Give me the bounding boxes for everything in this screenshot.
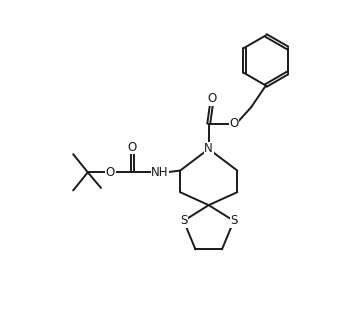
Text: O: O <box>229 117 239 130</box>
Text: N: N <box>204 143 213 155</box>
Text: NH: NH <box>151 166 169 179</box>
Text: S: S <box>180 214 187 227</box>
Text: O: O <box>207 92 217 105</box>
Text: O: O <box>127 141 137 154</box>
Text: O: O <box>106 166 115 179</box>
Text: S: S <box>230 214 238 227</box>
